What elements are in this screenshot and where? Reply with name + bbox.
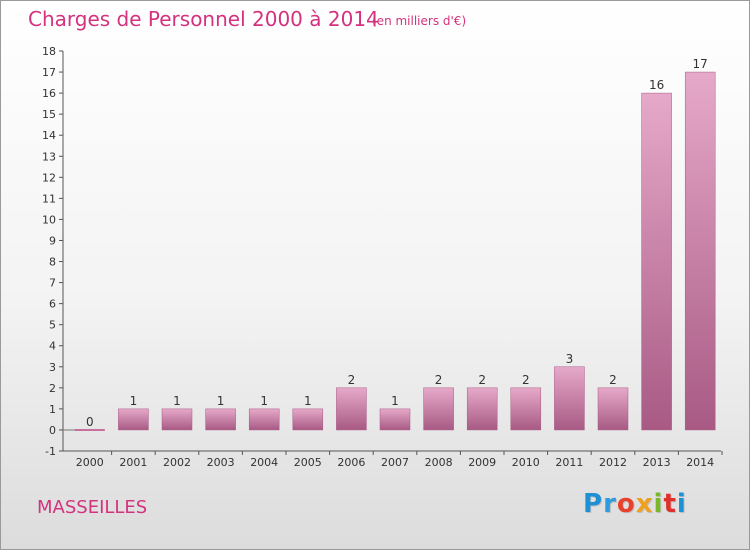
y-tick-label: 15	[42, 108, 56, 121]
bar	[554, 366, 585, 431]
y-tick-label: 7	[49, 277, 56, 290]
logo-letter: r	[603, 489, 617, 519]
bar	[379, 408, 411, 431]
x-tick-label: 2002	[163, 456, 191, 469]
value-label: 1	[304, 394, 312, 408]
y-tick-label: 14	[42, 129, 56, 142]
chart-subtitle: (en milliers d'€)	[372, 14, 467, 28]
y-tick-label: 13	[42, 150, 56, 163]
y-tick-label: 0	[49, 424, 56, 437]
bar	[684, 71, 716, 431]
value-label: 2	[522, 373, 530, 387]
value-label: 17	[693, 57, 708, 71]
bar	[161, 408, 193, 431]
logo-letter: i	[676, 489, 687, 519]
value-label: 2	[478, 373, 486, 387]
x-tick-label: 2001	[119, 456, 147, 469]
y-tick-label: 17	[42, 66, 56, 79]
x-tick-label: 2000	[76, 456, 104, 469]
y-tick-label: 1	[49, 403, 56, 416]
y-tick-label: 12	[42, 171, 56, 184]
x-tick-label: 2014	[686, 456, 714, 469]
logo-letter: i	[653, 489, 664, 519]
value-label: 2	[609, 373, 617, 387]
y-tick-label: 4	[49, 340, 56, 353]
value-label: 1	[217, 394, 225, 408]
y-tick-label: 16	[42, 87, 56, 100]
y-tick-label: 9	[49, 234, 56, 247]
x-tick-label: 2013	[643, 456, 671, 469]
y-tick-label: 6	[49, 298, 56, 311]
x-tick-label: 2008	[425, 456, 453, 469]
bar	[597, 387, 629, 431]
chart-title: Charges de Personnel 2000 à 2014	[28, 7, 379, 31]
bar	[336, 387, 367, 431]
y-tick-label: 11	[42, 192, 56, 205]
y-tick-label: 10	[42, 213, 56, 226]
x-tick-label: 2006	[337, 456, 365, 469]
y-tick-label: 3	[49, 361, 56, 374]
bar	[641, 92, 672, 431]
value-labels: 0 1 1 1 1 1 2 1 2 2 2 3 2 16 17	[86, 57, 708, 429]
logo-letter: P	[583, 489, 604, 519]
value-label: 1	[130, 394, 138, 408]
x-tick-label: 2005	[294, 456, 322, 469]
logo-letter: t	[663, 489, 677, 519]
bar	[466, 387, 498, 431]
y-tick-label: 8	[49, 256, 56, 269]
bar	[423, 387, 454, 431]
value-label: 0	[86, 415, 94, 429]
logo-letter: x	[635, 489, 654, 519]
y-tick-label: 5	[49, 319, 56, 332]
value-label: 2	[348, 373, 356, 387]
y-tick-label: 2	[49, 382, 56, 395]
value-label: 2	[435, 373, 443, 387]
bar	[510, 387, 542, 431]
x-tick-label: 2004	[250, 456, 278, 469]
bars	[74, 71, 716, 431]
x-tick-label: 2007	[381, 456, 409, 469]
x-tick-label: 2010	[512, 456, 540, 469]
value-label: 3	[566, 352, 574, 366]
chart-axes	[59, 50, 723, 455]
value-label: 1	[173, 394, 181, 408]
bar	[205, 408, 236, 431]
y-tick-label: 18	[42, 45, 56, 58]
x-tick-label: 2009	[468, 456, 496, 469]
bar	[118, 408, 149, 431]
y-tick-label: -1	[45, 445, 56, 458]
x-axis-tick-labels: 2000 2001 2002 2003 2004 2005 2006 2007 2008 2009…	[76, 456, 714, 469]
x-tick-label: 2011	[555, 456, 583, 469]
value-label: 16	[649, 78, 664, 92]
value-label: 1	[391, 394, 399, 408]
logo-letter: o	[616, 489, 636, 519]
proxiti-logo[interactable]: Proxiti	[583, 489, 687, 519]
x-tick-label: 2003	[207, 456, 235, 469]
bar	[292, 408, 324, 431]
bar	[248, 408, 280, 431]
value-label: 1	[260, 394, 268, 408]
commune-name: MASSEILLES	[37, 497, 148, 518]
x-tick-label: 2012	[599, 456, 627, 469]
